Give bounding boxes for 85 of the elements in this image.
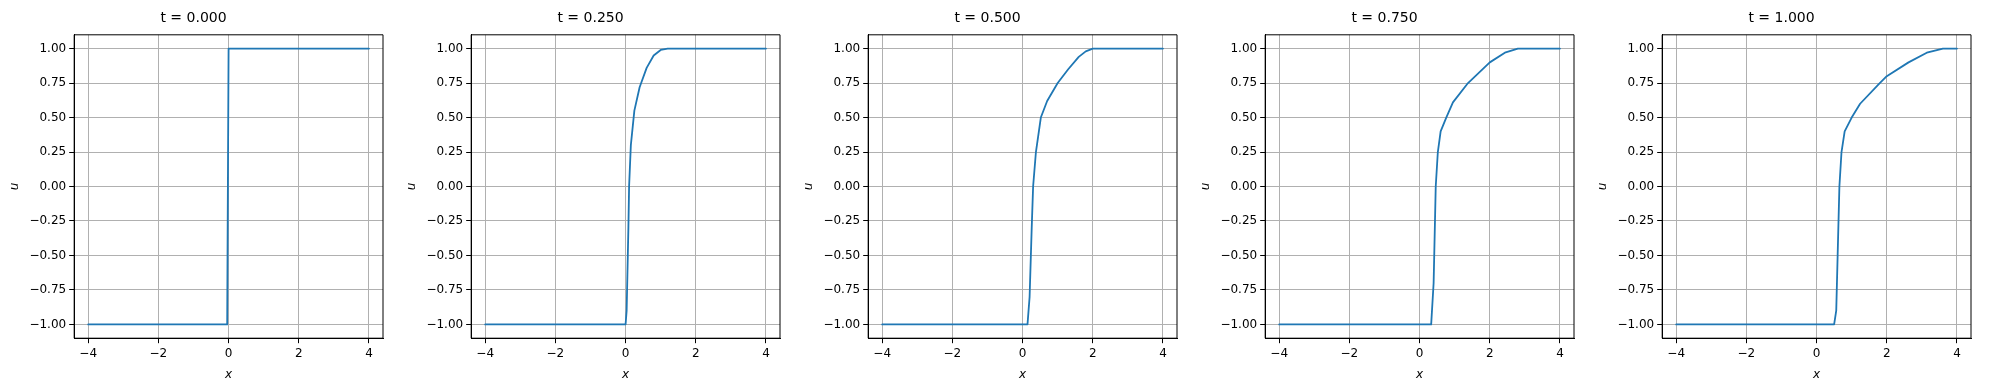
- y-tick-label: 0.75: [39, 75, 67, 90]
- x-tick-label: 2: [294, 345, 303, 360]
- y-axis-title: u: [801, 182, 816, 191]
- y-tick-label: −0.75: [1617, 282, 1655, 297]
- chart-title: t = 1.000: [1748, 9, 1815, 26]
- x-tick-label: 0: [224, 345, 233, 360]
- x-tick-label: −4: [1270, 345, 1289, 360]
- y-tick-label: 0.75: [1627, 75, 1655, 90]
- y-tick-label: −0.25: [823, 213, 861, 228]
- y-tick-label: −1.00: [29, 316, 67, 331]
- chart-title: t = 0.500: [954, 9, 1021, 26]
- y-tick-label: 0.25: [39, 144, 67, 159]
- y-tick-label: −0.75: [426, 282, 464, 297]
- y-axis-title: u: [1198, 182, 1213, 191]
- y-tick-label: 0.00: [39, 178, 67, 193]
- y-tick-label: −0.25: [1617, 213, 1655, 228]
- y-tick-label: −0.75: [29, 282, 67, 297]
- y-tick-label: 0.50: [39, 109, 67, 124]
- y-tick-label: 0.75: [436, 75, 464, 90]
- y-tick-label: −0.50: [426, 247, 464, 262]
- y-tick-label: −0.50: [823, 247, 861, 262]
- chart-title: t = 0.000: [160, 9, 227, 26]
- x-tick-label: 4: [1159, 345, 1167, 360]
- y-tick-label: −0.25: [29, 213, 67, 228]
- y-tick-label: −1.00: [1220, 316, 1258, 331]
- x-tick-label: 2: [1882, 345, 1891, 360]
- x-tick-label: 2: [691, 345, 700, 360]
- y-tick-label: −0.50: [29, 247, 67, 262]
- y-tick-label: 0.00: [1230, 178, 1258, 193]
- x-axis-title: x: [224, 366, 234, 381]
- y-tick-label: 1.00: [833, 40, 861, 55]
- y-tick-label: −0.25: [426, 213, 464, 228]
- y-tick-label: 0.50: [1230, 109, 1258, 124]
- x-tick-label: −2: [943, 345, 962, 360]
- x-tick-label: −4: [1667, 345, 1686, 360]
- x-tick-label: 0: [1415, 345, 1424, 360]
- y-tick-label: 1.00: [1230, 40, 1258, 55]
- y-tick-label: 0.75: [833, 75, 861, 90]
- y-axis-title: u: [7, 182, 22, 191]
- y-axis-title: u: [404, 182, 419, 191]
- y-tick-label: −0.25: [1220, 213, 1258, 228]
- x-tick-label: 4: [1556, 345, 1564, 360]
- x-tick-label: 0: [1018, 345, 1027, 360]
- x-axis-title: x: [1018, 366, 1028, 381]
- x-axis-title: x: [1812, 366, 1822, 381]
- y-tick-label: 1.00: [39, 40, 67, 55]
- x-tick-label: −2: [1737, 345, 1756, 360]
- y-tick-label: 1.00: [436, 40, 464, 55]
- chart-title: t = 0.250: [557, 9, 624, 26]
- y-tick-label: 0.75: [1230, 75, 1258, 90]
- x-tick-label: 4: [1953, 345, 1961, 360]
- y-tick-label: 0.25: [1627, 144, 1655, 159]
- x-tick-label: −2: [546, 345, 565, 360]
- y-tick-label: −0.75: [1220, 282, 1258, 297]
- y-tick-label: −1.00: [823, 316, 861, 331]
- x-tick-label: −2: [149, 345, 168, 360]
- y-tick-label: −1.00: [1617, 316, 1655, 331]
- x-tick-label: 2: [1088, 345, 1097, 360]
- y-tick-label: 0.25: [436, 144, 464, 159]
- y-tick-label: −1.00: [426, 316, 464, 331]
- y-tick-label: 0.00: [833, 178, 861, 193]
- x-tick-label: 4: [365, 345, 373, 360]
- chart-title: t = 0.750: [1351, 9, 1418, 26]
- y-tick-label: −0.50: [1220, 247, 1258, 262]
- x-tick-label: 0: [1812, 345, 1821, 360]
- y-tick-label: 0.00: [436, 178, 464, 193]
- y-tick-label: −0.50: [1617, 247, 1655, 262]
- x-tick-label: −4: [873, 345, 892, 360]
- x-tick-label: 4: [762, 345, 770, 360]
- y-tick-label: 0.25: [833, 144, 861, 159]
- x-tick-label: 2: [1485, 345, 1494, 360]
- x-tick-label: −4: [476, 345, 495, 360]
- y-tick-label: −0.75: [823, 282, 861, 297]
- x-tick-label: 0: [621, 345, 630, 360]
- y-tick-label: 0.50: [1627, 109, 1655, 124]
- y-tick-label: 0.25: [1230, 144, 1258, 159]
- y-tick-label: 0.00: [1627, 178, 1655, 193]
- y-axis-title: u: [1595, 182, 1610, 191]
- x-axis-title: x: [1415, 366, 1425, 381]
- y-tick-label: 0.50: [436, 109, 464, 124]
- y-tick-label: 1.00: [1627, 40, 1655, 55]
- y-tick-label: 0.50: [833, 109, 861, 124]
- x-tick-label: −4: [79, 345, 98, 360]
- x-axis-title: x: [621, 366, 631, 381]
- x-tick-label: −2: [1340, 345, 1359, 360]
